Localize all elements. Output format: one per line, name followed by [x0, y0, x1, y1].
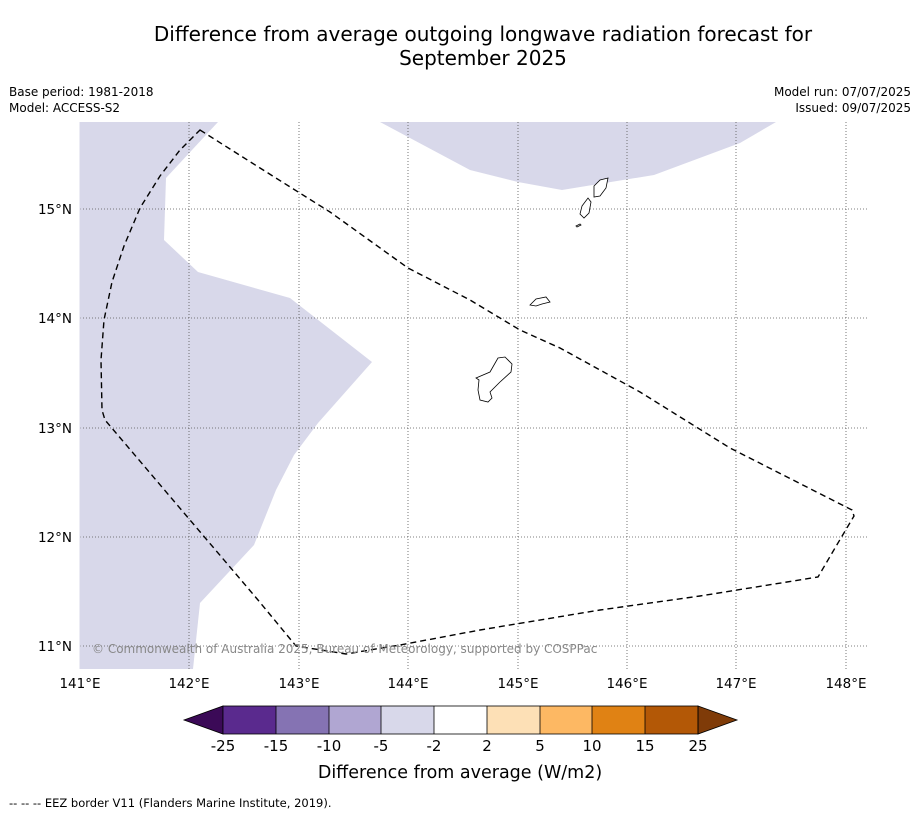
- colorbar-bin-9: [645, 706, 698, 734]
- map-panel: © Commonwealth of Australia 2025, Bureau…: [79, 122, 868, 669]
- colorbar-bin-5: [434, 706, 487, 734]
- cbar-tick-4: -5: [374, 737, 389, 755]
- cbar-tick-10: 25: [688, 737, 707, 755]
- issued-date: Issued: 09/07/2025: [795, 101, 911, 115]
- eez-footnote: -- -- -- EEZ border V11 (Flanders Marine…: [9, 796, 332, 810]
- meta-right: Model run: 07/07/2025 Issued: 09/07/2025: [774, 84, 911, 116]
- colorbar-bin-3: [329, 706, 381, 734]
- cbar-tick-2: -15: [264, 737, 289, 755]
- lat-tick-11: 11°N: [38, 639, 72, 655]
- colorbar-bin-2: [276, 706, 329, 734]
- model-run: Model run: 07/07/2025: [773, 85, 911, 99]
- lat-tick-15: 15°N: [38, 202, 72, 218]
- lat-tick-14: 14°N: [38, 311, 72, 327]
- cbar-tick-3: -10: [317, 737, 342, 755]
- lon-tick-labels: 141°E 142°E 143°E 144°E 145°E 146°E 147°…: [59, 676, 866, 692]
- colorbar-bin-4: [381, 706, 434, 734]
- colorbar-bin-7: [540, 706, 592, 734]
- lon-tick-141: 141°E: [59, 676, 100, 692]
- colorbar-bin-6: [487, 706, 540, 734]
- cbar-tick-5: -2: [427, 737, 442, 755]
- cbar-tick-9: 15: [635, 737, 654, 755]
- model-name: Model: ACCESS-S2: [9, 101, 121, 115]
- cbar-tick-7: 5: [535, 737, 545, 755]
- anomaly-region-north: [380, 122, 776, 190]
- lon-tick-146: 146°E: [606, 676, 647, 692]
- lon-tick-144: 144°E: [387, 676, 428, 692]
- island-rota: [529, 296, 551, 307]
- colorbar-ticks: -25 -15 -10 -5 -2 2 5 10 15 25: [211, 737, 708, 755]
- islands: [475, 177, 609, 403]
- map-title: Difference from average outgoing longwav…: [60, 22, 906, 70]
- lon-tick-147: 147°E: [715, 676, 756, 692]
- cbar-tick-6: 2: [482, 737, 492, 755]
- lon-tick-148: 148°E: [825, 676, 866, 692]
- lat-tick-12: 12°N: [38, 530, 72, 546]
- cbar-tick-8: 10: [582, 737, 601, 755]
- lon-tick-143: 143°E: [278, 676, 319, 692]
- graticule: [80, 122, 868, 669]
- island-guam: [475, 356, 513, 403]
- island-aguijan: [575, 223, 582, 228]
- title-line-1: Difference from average outgoing longwav…: [153, 22, 813, 46]
- colorbar-separators: [275, 706, 646, 734]
- anomaly-region-west: [80, 122, 372, 669]
- eez-border: [100, 129, 855, 655]
- island-saipan: [593, 177, 609, 198]
- colorbar-bin-1: [223, 706, 276, 734]
- lon-tick-145: 145°E: [497, 676, 538, 692]
- lat-tick-labels: 15°N 14°N 13°N 12°N 11°N: [38, 202, 72, 655]
- colorbar-extend-low: [182, 705, 224, 735]
- meta-left: Base period: 1981-2018 Model: ACCESS-S2: [9, 84, 154, 116]
- island-tinian: [579, 197, 592, 219]
- title-line-2: September 2025: [399, 46, 567, 70]
- colorbar-extend-high: [697, 705, 739, 735]
- copyright-text: © Commonwealth of Australia 2025, Bureau…: [92, 642, 597, 656]
- lat-tick-13: 13°N: [38, 421, 72, 437]
- lon-tick-142: 142°E: [168, 676, 209, 692]
- base-period: Base period: 1981-2018: [9, 85, 154, 99]
- cbar-tick-1: -25: [211, 737, 236, 755]
- colorbar-frame: [222, 705, 699, 735]
- colorbar: -25 -15 -10 -5 -2 2 5 10 15 25 Differenc…: [182, 705, 739, 783]
- colorbar-bin-8: [592, 706, 645, 734]
- colorbar-title: Difference from average (W/m2): [318, 763, 602, 783]
